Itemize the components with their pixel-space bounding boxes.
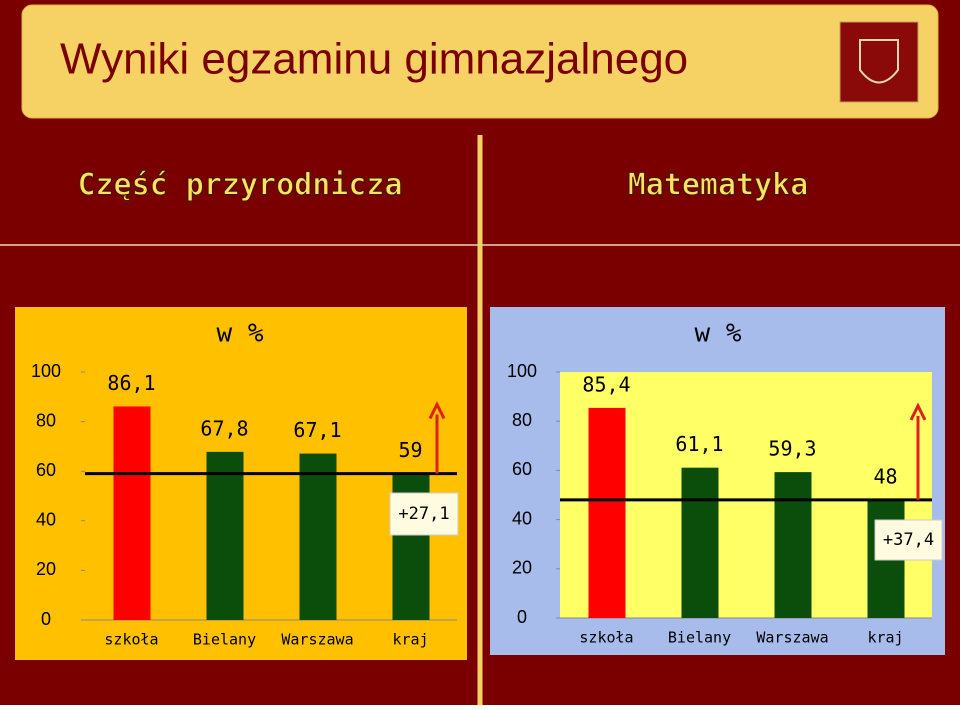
value-label: 86,1	[107, 371, 155, 395]
bar	[588, 407, 626, 618]
bar	[681, 467, 719, 618]
y-tick-label: 60	[36, 460, 56, 480]
value-label: 59,3	[768, 437, 816, 461]
y-tick-label: 80	[512, 410, 532, 430]
annotation: +37,4	[883, 530, 934, 550]
x-tick-label: Bielany	[668, 629, 731, 647]
y-tick-label: 20	[512, 558, 532, 578]
y-tick-label: 0	[517, 607, 527, 627]
section-title: Matematyka	[628, 168, 809, 203]
y-tick-label: 100	[507, 361, 537, 381]
y-tick-label: 100	[31, 361, 61, 381]
bar	[299, 453, 337, 620]
title: Wyniki egzaminu gimnazjalnego	[60, 35, 688, 84]
arrow-head	[909, 402, 927, 421]
x-tick-label: szkoła	[579, 629, 633, 647]
y-tick-label: 40	[36, 510, 56, 530]
logo-crest	[859, 39, 899, 84]
value-label: 67,8	[200, 416, 248, 440]
value-label: 59	[398, 438, 422, 462]
bar	[774, 472, 812, 618]
logo	[839, 21, 919, 103]
section-title: Część przyrodnicza	[77, 168, 402, 203]
annotation-box	[389, 492, 459, 536]
chart-subtitle: w %	[695, 319, 742, 349]
value-label: 85,4	[582, 372, 630, 396]
y-tick-label: 60	[512, 459, 532, 479]
x-tick-label: Warszawa	[756, 629, 828, 647]
value-label: 61,1	[675, 432, 723, 456]
x-tick-label: kraj	[392, 631, 428, 649]
x-tick-label: kraj	[867, 629, 903, 647]
annotation-box	[874, 519, 943, 561]
value-label: 67,1	[293, 418, 341, 442]
chart-subtitle: w %	[217, 319, 264, 349]
annotation: +27,1	[398, 504, 449, 524]
x-tick-label: Warszawa	[281, 631, 353, 649]
x-tick-label: szkoła	[104, 631, 158, 649]
x-tick-label: Bielany	[193, 631, 256, 649]
y-tick-label: 80	[36, 410, 56, 430]
y-tick-label: 0	[41, 609, 51, 629]
bar	[113, 406, 151, 620]
arrow-head	[428, 401, 446, 420]
y-tick-label: 40	[512, 508, 532, 528]
banner	[21, 4, 939, 119]
value-label: 48	[873, 464, 897, 488]
y-tick-label: 20	[36, 559, 56, 579]
bar	[206, 451, 244, 620]
